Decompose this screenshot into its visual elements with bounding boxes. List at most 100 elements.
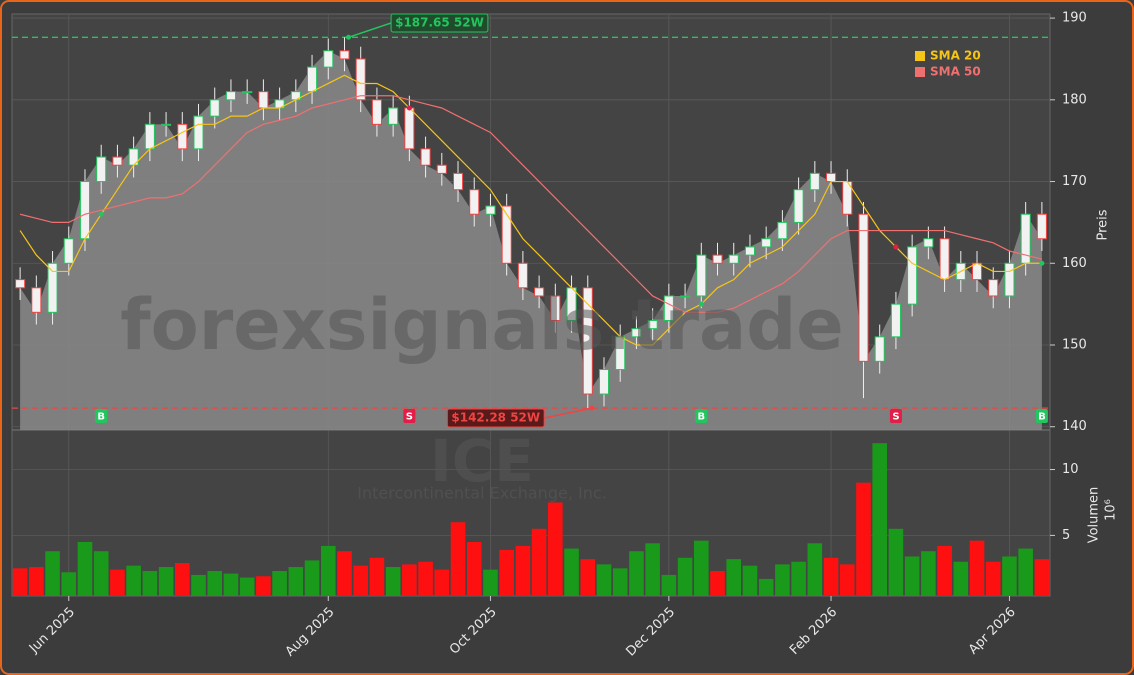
- company-watermark: Intercontinental Exchange, Inc.: [357, 484, 606, 503]
- signal-box: [1035, 409, 1048, 423]
- candle-body: [1004, 262, 1015, 297]
- candle-body: [436, 164, 447, 174]
- volume-bar: [418, 561, 433, 596]
- candle-body: [485, 205, 496, 215]
- signal-dot: [698, 301, 704, 307]
- signal-label: S: [406, 412, 413, 423]
- volume-bar: [272, 570, 287, 596]
- candle-body: [47, 262, 58, 313]
- volume-bar: [758, 578, 774, 596]
- volume-bar: [223, 573, 239, 596]
- signal-dot: [406, 105, 412, 111]
- candle-body: [177, 123, 188, 150]
- signal-box: [403, 409, 416, 423]
- volume-bar: [969, 540, 985, 596]
- volume-bar: [921, 551, 936, 596]
- legend-label: SMA 20: [930, 49, 981, 63]
- candle-body: [339, 50, 350, 60]
- volume-bar: [612, 568, 628, 596]
- volume-bar: [191, 574, 206, 596]
- volume-bar: [288, 567, 304, 596]
- candle-body: [907, 246, 918, 305]
- volume-bar: [353, 565, 369, 596]
- legend-label: SMA 50: [930, 65, 981, 79]
- signal-dot: [893, 244, 899, 250]
- volume-bar: [158, 567, 174, 596]
- candle-body: [144, 123, 155, 150]
- legend-swatch: [915, 67, 925, 77]
- volume-bar: [531, 528, 547, 596]
- signal-box: [95, 409, 108, 423]
- volume-bar: [580, 559, 596, 596]
- volume-bar: [904, 556, 920, 596]
- annotation-label: $142.28 52W: [451, 411, 540, 425]
- candle-body: [193, 115, 204, 150]
- volume-bar: [791, 561, 806, 596]
- candle-body: [744, 246, 755, 256]
- volume-bar: [775, 564, 790, 596]
- volume-bar: [110, 569, 125, 596]
- volume-bar: [953, 561, 969, 596]
- volume-bar: [45, 551, 60, 596]
- signal-box: [889, 409, 902, 423]
- volume-multiplier: 10⁶: [1104, 499, 1119, 521]
- candle-body: [582, 287, 593, 395]
- candle-body: [777, 221, 788, 240]
- volume-bar: [888, 528, 904, 596]
- candle-body: [258, 91, 269, 109]
- candle-body: [161, 123, 172, 126]
- annotation-arrow: [348, 22, 392, 39]
- candle-body: [112, 156, 123, 166]
- candle-body: [15, 279, 26, 289]
- volume-bar: [483, 569, 498, 596]
- candle-body: [307, 66, 318, 93]
- volume-bar: [499, 549, 514, 596]
- volume-bar: [1018, 548, 1033, 596]
- volume-bar: [304, 560, 320, 596]
- volume-bar: [320, 545, 336, 596]
- candle-body: [469, 189, 480, 215]
- signal-label: B: [1038, 412, 1046, 423]
- candle-body: [31, 287, 42, 313]
- volume-bar: [661, 574, 677, 596]
- candle-body: [388, 107, 399, 125]
- signal-label: B: [97, 412, 105, 423]
- volume-bar: [1034, 559, 1050, 596]
- y-axis-label: Preis: [1096, 209, 1111, 240]
- volume-bar: [256, 576, 271, 596]
- candle-body: [858, 213, 869, 362]
- volume-axis-label: Volumen: [1087, 487, 1102, 544]
- volume-bar: [402, 564, 417, 596]
- y-tick-label: 190: [1062, 11, 1087, 26]
- candle-body: [420, 148, 431, 166]
- volume-bar: [466, 541, 482, 596]
- volume-bar: [1002, 556, 1017, 596]
- candle-body: [371, 99, 382, 125]
- volume-bar: [77, 541, 93, 596]
- volume-bar: [93, 551, 109, 596]
- volume-bar: [856, 482, 871, 596]
- candle-body: [598, 369, 610, 395]
- candle-body: [550, 295, 561, 321]
- sma-line: [19, 95, 1043, 313]
- volume-bar: [142, 570, 158, 596]
- y-tick-label: 180: [1062, 92, 1087, 107]
- candle-body: [988, 279, 999, 297]
- volume-bar: [450, 522, 466, 596]
- y-tick-label: 170: [1062, 174, 1087, 189]
- candle-body: [696, 254, 707, 297]
- candle-body: [712, 254, 723, 264]
- candle-body: [728, 254, 739, 264]
- y-tick-label: 5: [1062, 528, 1070, 543]
- volume-bar: [174, 563, 190, 596]
- annotation-arrow-head: [589, 405, 595, 411]
- volume-bar: [985, 561, 1001, 596]
- volume-bar: [239, 577, 255, 596]
- volume-bar: [434, 569, 450, 596]
- candle-body: [793, 189, 804, 223]
- volume-bar: [710, 570, 725, 596]
- candle-body: [452, 172, 464, 191]
- volume-bar: [61, 572, 77, 596]
- volume-bar: [385, 567, 401, 596]
- annotation-arrow: [544, 407, 592, 419]
